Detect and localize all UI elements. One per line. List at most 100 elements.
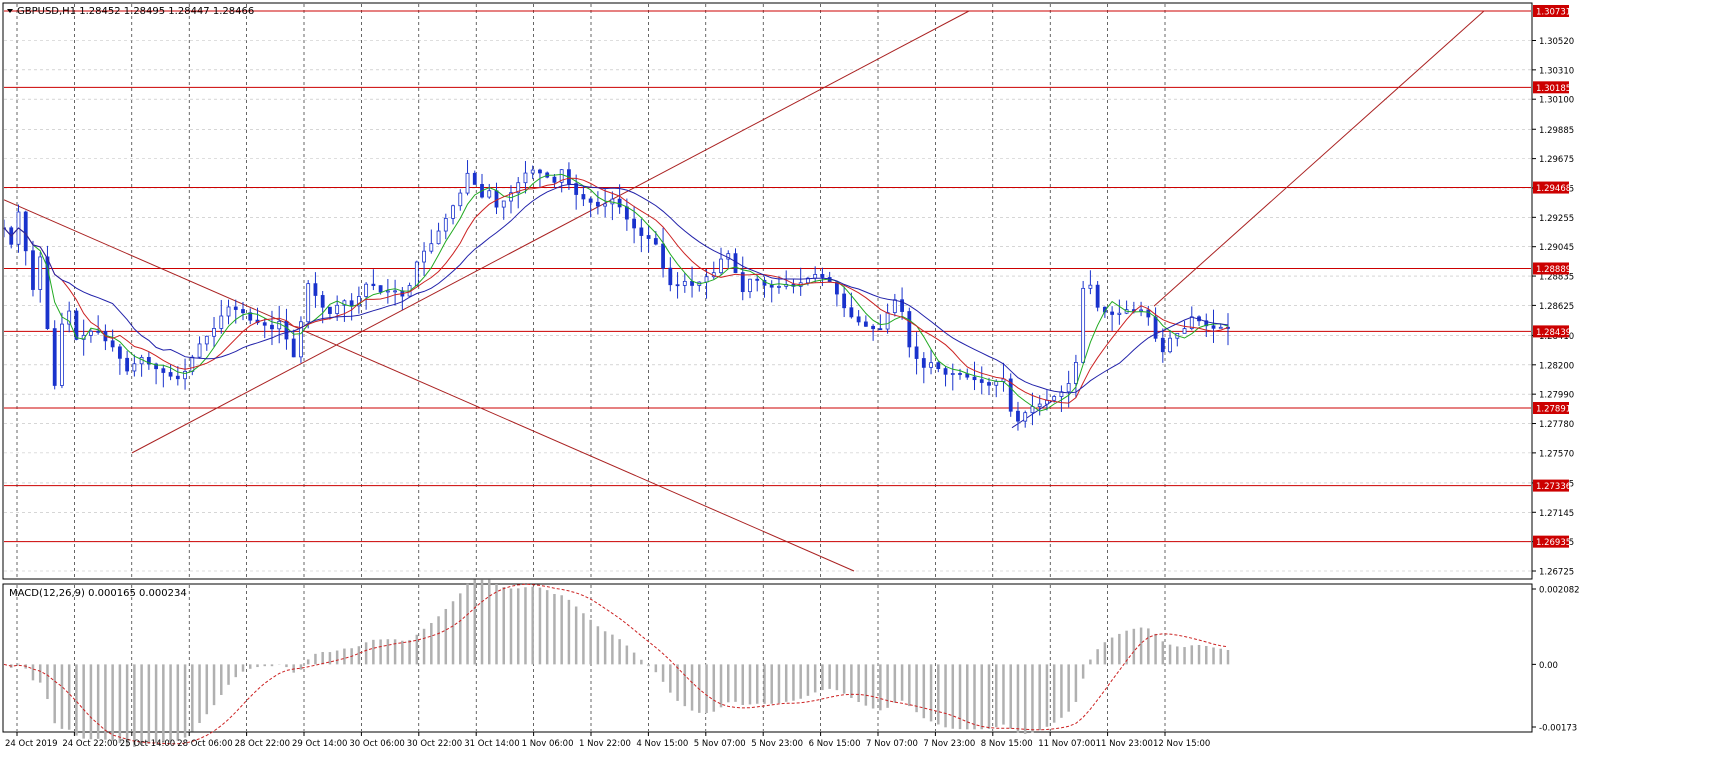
candle (842, 286, 847, 318)
svg-text:1.27891: 1.27891 (1536, 405, 1571, 415)
time-tick-label: 24 Oct 22:00 (62, 739, 117, 749)
trendline[interactable] (4, 199, 855, 572)
candle (429, 229, 434, 254)
moving-average-line (3, 183, 1229, 394)
price-level-label: 1.27336 (1533, 479, 1571, 492)
candle (175, 366, 180, 386)
candle (306, 280, 311, 329)
candle (1074, 354, 1078, 398)
time-tick-label: 7 Nov 07:00 (866, 739, 918, 749)
macd-tick-label: -0.00173 (1539, 724, 1577, 734)
price-tick-label: 1.27780 (1539, 420, 1574, 430)
candle (740, 256, 745, 301)
price-tick-label: 1.29675 (1539, 155, 1574, 165)
macd-tick-label: 0.002082 (1539, 586, 1580, 596)
price-tick-label: 1.28625 (1539, 302, 1574, 312)
macd-title: MACD(12,26,9) 0.000165 0.000234 (9, 588, 187, 599)
candle (979, 366, 984, 395)
candle (1095, 281, 1100, 312)
time-tick-label: 31 Oct 14:00 (464, 739, 519, 749)
candle (936, 361, 941, 373)
candle (45, 245, 50, 330)
candle (501, 200, 506, 220)
candle (914, 332, 919, 375)
candle (422, 242, 426, 276)
price-level-label: 1.26935 (1533, 535, 1571, 548)
price-level-label: 1.30185 (1533, 81, 1571, 94)
candle (1160, 328, 1165, 363)
collapse-arrow-icon[interactable] (7, 9, 13, 13)
candle (849, 292, 854, 319)
candle (472, 170, 477, 185)
candle (89, 329, 93, 343)
svg-text:1.30185: 1.30185 (1536, 84, 1571, 94)
candle (719, 247, 723, 276)
candle (1023, 410, 1028, 428)
price-tick-label: 1.27570 (1539, 449, 1574, 459)
price-panel[interactable]: GBPUSD,H1 1.28452 1.28495 1.28447 1.2846… (2, 2, 1533, 580)
chart-title-group: GBPUSD,H1 1.28452 1.28495 1.28447 1.2846… (7, 6, 254, 17)
candle (588, 196, 593, 218)
candle (219, 299, 224, 334)
candle (183, 358, 187, 390)
time-tick-label: 11 Nov 23:00 (1096, 739, 1153, 749)
candle (748, 278, 752, 299)
candle (668, 257, 673, 292)
moving-averages (3, 173, 1229, 412)
candle (436, 222, 441, 245)
candle (1117, 299, 1122, 325)
candle (110, 329, 115, 352)
price-tick-label: 1.29255 (1539, 214, 1574, 224)
time-tick-label: 30 Oct 06:00 (349, 739, 404, 749)
price-tick-label: 1.30520 (1539, 37, 1574, 47)
price-tick-label: 1.29885 (1539, 126, 1574, 136)
trendline[interactable] (131, 10, 970, 454)
candle (755, 276, 760, 292)
time-axis: 24 Oct 2019 24 Oct 22:00 25 Oct 14:00 28 Oc… (5, 732, 1210, 749)
macd-panel[interactable]: MACD(12,26,9) 0.000165 0.000234 (2, 579, 1533, 747)
candle (226, 299, 231, 325)
candle (241, 301, 245, 321)
horizontal-levels (4, 10, 1531, 543)
candle (530, 165, 535, 180)
macd-grid (16, 585, 1166, 731)
price-tick-label: 1.28835 (1539, 273, 1574, 283)
candle (878, 314, 883, 331)
time-tick-label: 4 Nov 15:00 (636, 739, 688, 749)
price-level-label: 1.28889 (1533, 262, 1571, 275)
macd-signal-path (3, 583, 1229, 745)
candle (451, 204, 455, 225)
moving-average-line (3, 177, 1229, 404)
price-axis: 1.30520 1.30310 1.30100 1.29885 1.29675 1.294… (1532, 37, 1574, 578)
price-level-label: 1.29468 (1533, 181, 1571, 194)
price-tick-label: 1.28200 (1539, 361, 1574, 371)
candle (31, 240, 35, 297)
candle (581, 185, 586, 207)
candle (885, 303, 890, 334)
candle (277, 305, 282, 344)
candle (74, 308, 79, 341)
time-tick-label: 24 Oct 2019 (5, 739, 58, 749)
candle (871, 324, 876, 341)
price-level-label: 1.28439 (1533, 325, 1571, 338)
price-tick-label: 1.27990 (1539, 391, 1574, 401)
candle (1088, 270, 1093, 295)
svg-text:1.28889: 1.28889 (1536, 265, 1571, 275)
svg-text:1.28439: 1.28439 (1536, 328, 1571, 338)
candle (639, 218, 644, 253)
macd-histogram (9, 579, 1230, 747)
candle (769, 280, 774, 303)
macd-signal-line (3, 583, 1229, 745)
candle (1168, 329, 1172, 354)
time-tick-label: 28 Oct 22:00 (235, 739, 290, 749)
candle (516, 177, 521, 209)
price-level-label: 1.27891 (1533, 402, 1571, 415)
moving-average-line (3, 173, 1229, 412)
candle (38, 252, 43, 303)
trendline[interactable] (1153, 10, 1485, 307)
candle (212, 316, 216, 348)
candle (125, 350, 130, 375)
candle (1059, 385, 1064, 412)
candle (60, 312, 64, 389)
candle (356, 286, 361, 314)
